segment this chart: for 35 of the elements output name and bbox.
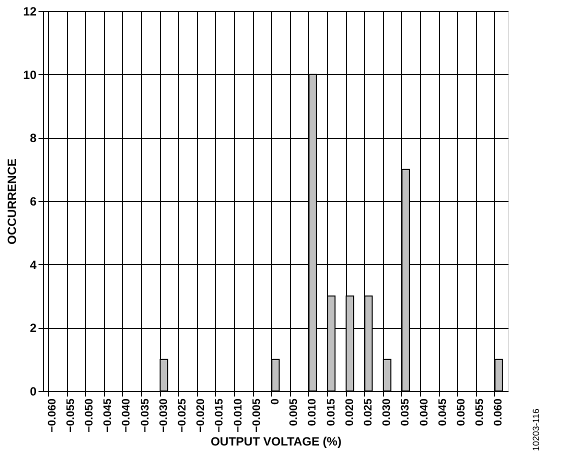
x-tick-label: −0.020 [195, 398, 208, 432]
y-axis-title: OCCURRENCE [5, 158, 20, 245]
text: 10203-116 [531, 408, 541, 451]
x-tick-label: −0.030 [158, 398, 170, 432]
x-tick-label: −0.060 [46, 398, 58, 432]
x-tick-label: 0.055 [474, 398, 486, 426]
x-tick-label: 0.025 [362, 398, 374, 426]
x-axis-title: OUTPUT VOLTAGE (%) [210, 434, 342, 448]
x-tick-label: −0.005 [250, 398, 263, 432]
x-tick-label: 0.060 [492, 398, 505, 426]
y-tick-label: 2 [30, 321, 37, 336]
x-tick-label: −0.025 [176, 398, 188, 432]
x-tick-label: 0.035 [400, 398, 412, 426]
x-tick-label: 0.050 [456, 398, 468, 426]
x-tick-label: −0.015 [214, 398, 226, 432]
x-tick-label: 0.015 [325, 398, 338, 426]
x-tick-label: −0.010 [232, 398, 244, 432]
y-tick-label: 6 [30, 194, 37, 208]
x-tick-label: 0.020 [344, 398, 356, 426]
x-tick-label: −0.045 [102, 398, 114, 432]
y-tick-label: 4 [30, 258, 37, 272]
y-tick-label: 0 [30, 384, 37, 398]
x-tick-label: 0 [270, 398, 282, 405]
x-tick-label: 0.040 [418, 398, 430, 426]
x-tick-label: 0.045 [436, 398, 449, 426]
x-tick-label: −0.050 [84, 398, 96, 432]
y-tick-label: 8 [30, 131, 37, 146]
x-tick-label: −0.055 [64, 398, 77, 432]
x-tick-label: 0.005 [288, 398, 300, 426]
y-tick-label: 12 [23, 4, 37, 18]
y-tick-label: 10 [23, 68, 37, 82]
x-tick-label: −0.040 [120, 398, 133, 432]
x-tick-label: −0.035 [139, 398, 152, 432]
x-tick-label: 0.030 [381, 398, 394, 426]
x-tick-label: 0.010 [306, 398, 319, 426]
